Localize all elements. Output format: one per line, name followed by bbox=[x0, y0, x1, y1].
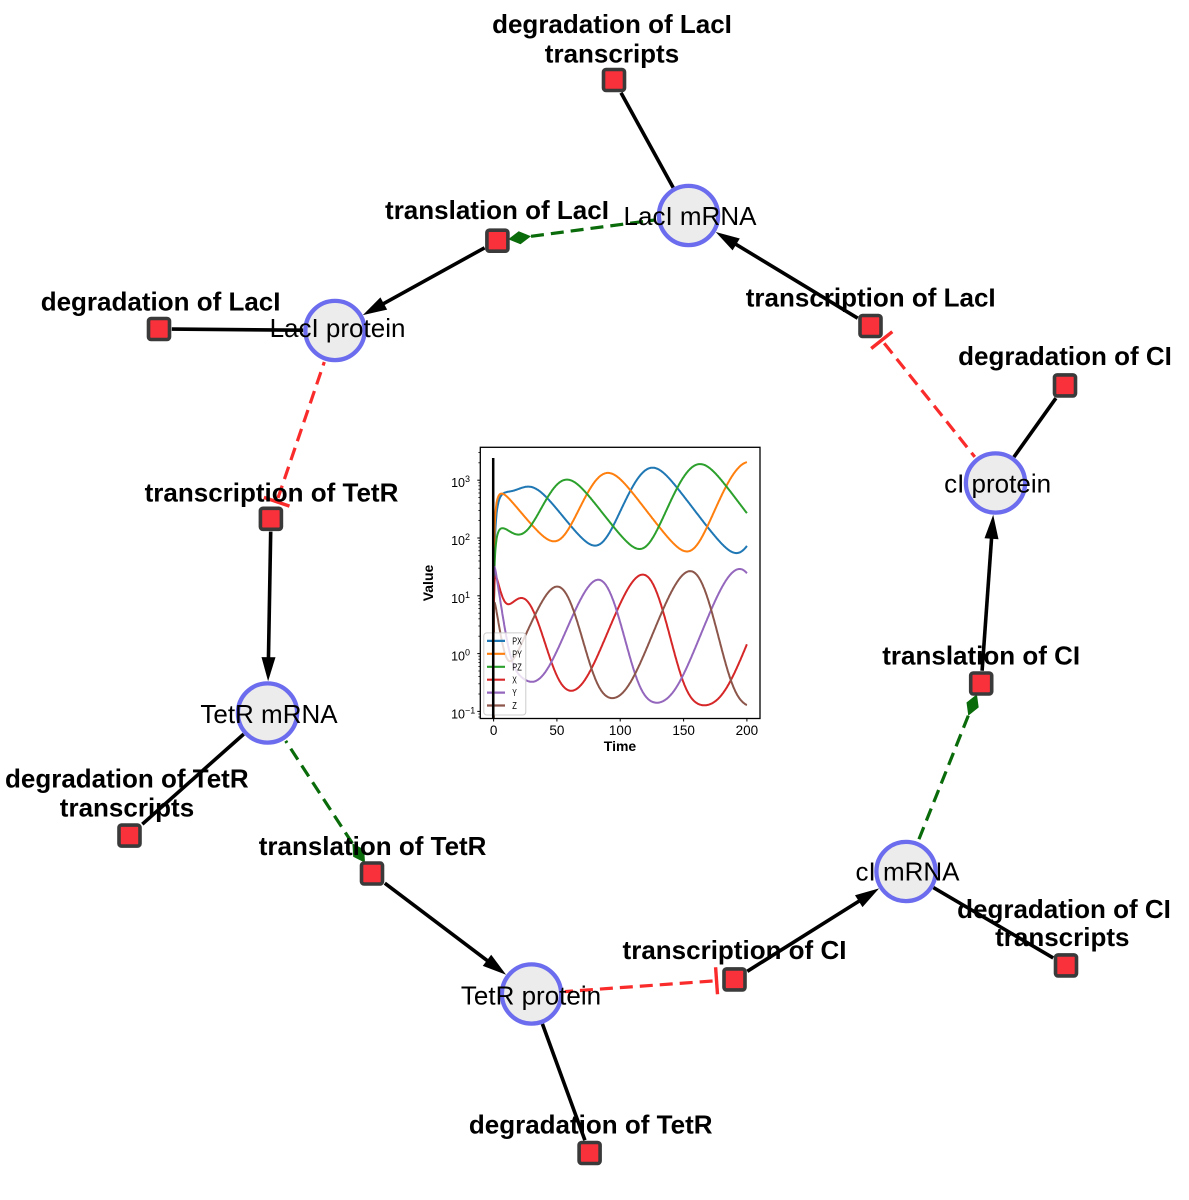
svg-text:0: 0 bbox=[490, 723, 498, 738]
svg-text:10: 10 bbox=[451, 476, 465, 490]
svg-text:10: 10 bbox=[451, 534, 465, 548]
svg-text:degradation of LacI: degradation of LacI bbox=[41, 286, 281, 316]
svg-text:Value: Value bbox=[420, 565, 436, 602]
svg-text:translation of TetR: translation of TetR bbox=[259, 831, 487, 861]
svg-text:Time: Time bbox=[604, 738, 637, 754]
svg-text:PY: PY bbox=[512, 649, 522, 660]
svg-text:transcripts: transcripts bbox=[60, 793, 194, 823]
svg-text:10: 10 bbox=[451, 650, 465, 664]
svg-text:degradation of TetR: degradation of TetR bbox=[469, 1110, 713, 1140]
svg-text:transcription of TetR: transcription of TetR bbox=[145, 478, 399, 508]
svg-text:1: 1 bbox=[465, 590, 470, 600]
svg-text:TetR mRNA: TetR mRNA bbox=[200, 699, 338, 729]
svg-text:−1: −1 bbox=[465, 705, 475, 715]
svg-text:X: X bbox=[512, 675, 517, 686]
svg-text:PX: PX bbox=[512, 637, 522, 648]
svg-text:50: 50 bbox=[549, 723, 564, 738]
svg-text:10: 10 bbox=[451, 707, 465, 721]
svg-text:Y: Y bbox=[512, 688, 517, 699]
svg-text:cI mRNA: cI mRNA bbox=[856, 857, 961, 887]
svg-text:0: 0 bbox=[465, 648, 470, 658]
svg-text:transcripts: transcripts bbox=[545, 39, 679, 69]
svg-text:translation of LacI: translation of LacI bbox=[385, 195, 609, 225]
svg-text:translation of CI: translation of CI bbox=[882, 641, 1080, 671]
svg-text:TetR protein: TetR protein bbox=[461, 981, 601, 1011]
svg-text:Z: Z bbox=[512, 701, 517, 712]
svg-text:200: 200 bbox=[736, 723, 759, 738]
svg-text:degradation of CI: degradation of CI bbox=[957, 894, 1171, 924]
svg-text:transcription of CI: transcription of CI bbox=[623, 935, 847, 965]
svg-text:transcription of LacI: transcription of LacI bbox=[746, 283, 996, 313]
svg-text:LacI protein: LacI protein bbox=[270, 313, 406, 343]
svg-text:100: 100 bbox=[609, 723, 632, 738]
svg-text:3: 3 bbox=[465, 474, 470, 484]
svg-text:degradation of CI: degradation of CI bbox=[958, 341, 1172, 371]
svg-text:transcripts: transcripts bbox=[995, 922, 1129, 952]
svg-text:PZ: PZ bbox=[512, 662, 522, 673]
svg-text:150: 150 bbox=[672, 723, 695, 738]
svg-text:2: 2 bbox=[465, 532, 470, 542]
svg-text:degradation of TetR: degradation of TetR bbox=[5, 764, 249, 794]
svg-text:10: 10 bbox=[451, 592, 465, 606]
svg-text:degradation of LacI: degradation of LacI bbox=[492, 9, 732, 39]
svg-text:LacI mRNA: LacI mRNA bbox=[624, 201, 758, 231]
svg-text:cI protein: cI protein bbox=[944, 469, 1051, 499]
